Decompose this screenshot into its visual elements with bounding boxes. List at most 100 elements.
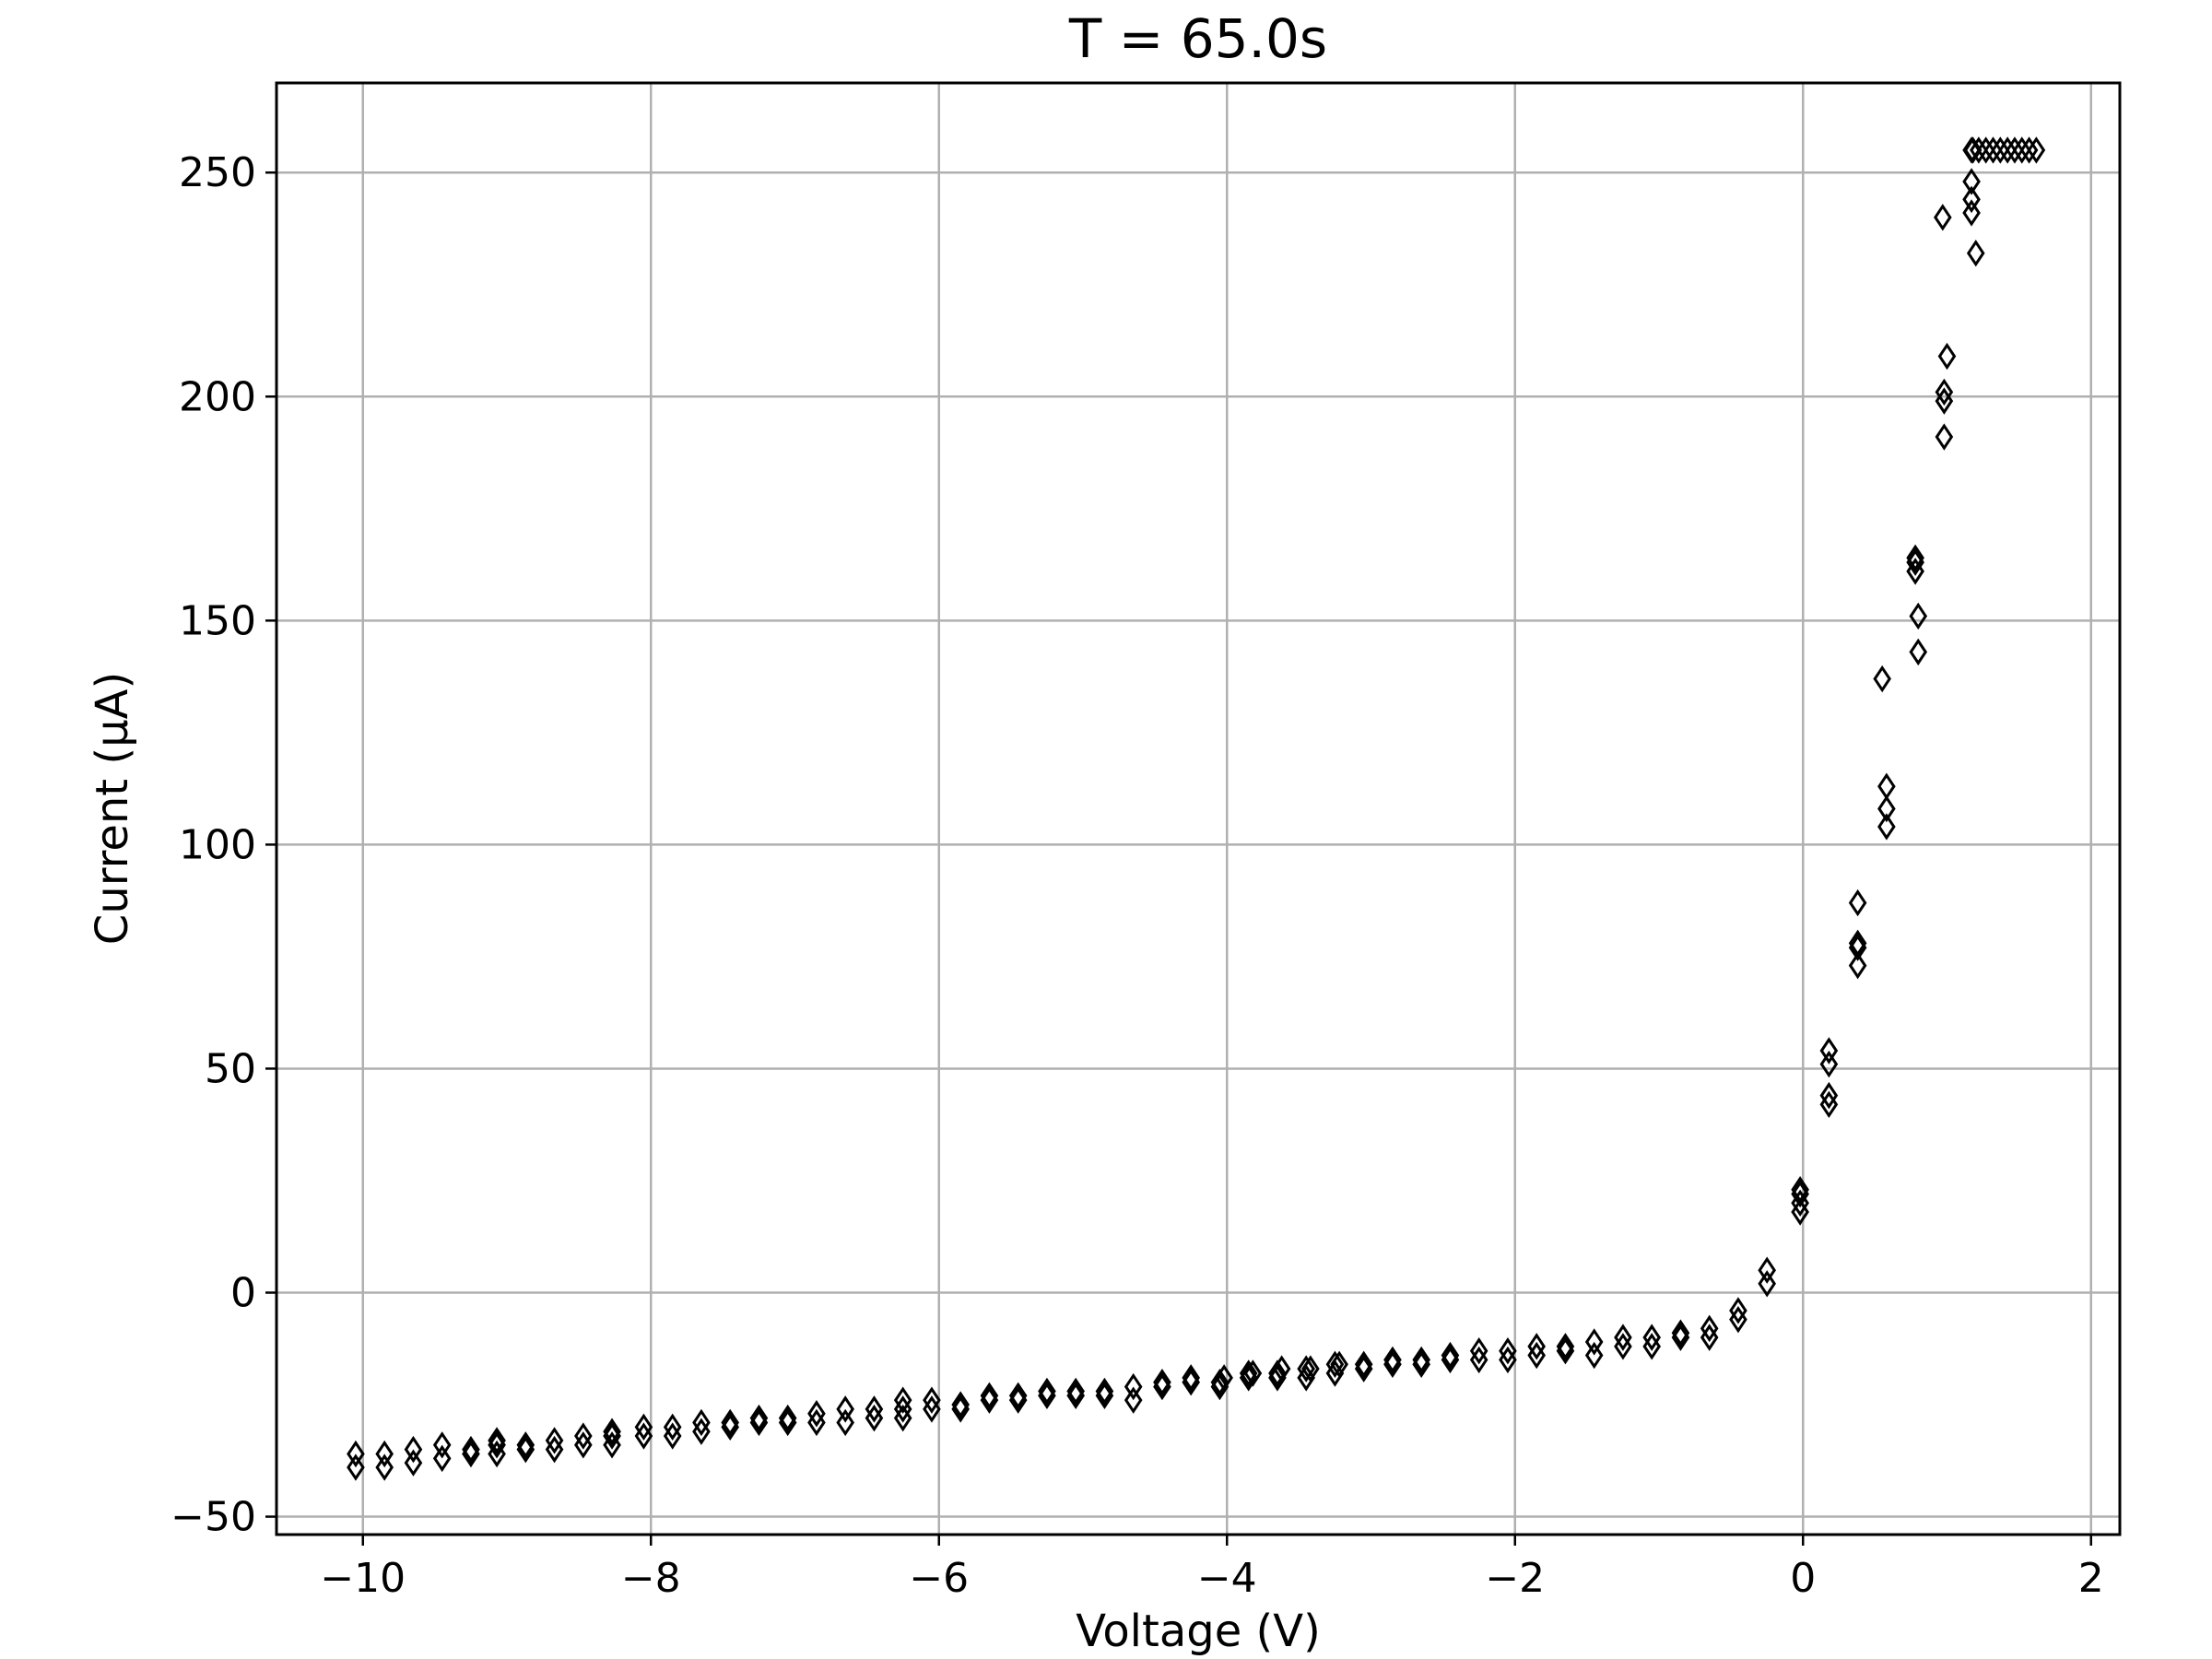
x-axis-label: Voltage (V) [1076,1606,1321,1657]
data-point [1877,772,1896,800]
y-gridlines [276,171,2120,1518]
data-point [1383,1346,1402,1374]
data-point [1584,1328,1604,1356]
data-point [2006,136,2024,164]
data-point [1983,136,2003,164]
data-point [865,1395,884,1423]
data-point [721,1413,739,1441]
x-tick-label: −2 [1485,1555,1545,1602]
data-point [951,1391,970,1418]
data-point [1909,638,1928,666]
data-point [1383,1350,1402,1378]
x-tick-label: −4 [1197,1555,1257,1602]
data-point [1848,951,1867,980]
data-point [1354,1350,1373,1378]
x-axis-ticks: −10 −8 −6 −4 −2 0 2 [320,1535,2104,1602]
x-tick-label: 0 [1790,1555,1816,1602]
data-point [951,1395,970,1423]
data-point [1877,813,1896,841]
data-point [1848,934,1867,961]
y-tick-label: 100 [179,821,256,868]
y-tick-label: −50 [171,1494,256,1541]
data-point [462,1440,480,1468]
data-point [663,1413,682,1441]
data-point [1819,1081,1839,1110]
data-point [1215,1364,1233,1392]
data-point [1671,1319,1690,1347]
data-point [1153,1369,1171,1396]
data-point [1791,1180,1809,1208]
data-point [545,1427,564,1454]
data-point [1469,1336,1488,1365]
data-point [516,1431,535,1459]
data-point [1906,544,1924,571]
data-point [1325,1350,1345,1378]
data-point [2019,136,2039,164]
data-point [1962,199,1981,227]
data-point [1877,794,1896,823]
data-point [432,1431,452,1459]
data-point [1066,1377,1085,1406]
data-point [1210,1372,1230,1401]
data-point [1330,1350,1348,1378]
data-point [2027,136,2046,164]
data-point [1038,1382,1056,1410]
y-tick-label: 200 [179,373,256,420]
data-point [375,1440,394,1468]
data-point [893,1386,912,1414]
data-point [1700,1314,1719,1343]
data-point [1441,1346,1460,1374]
data-point [923,1386,941,1414]
data-point [1966,240,1985,267]
x-tick-label: −8 [621,1555,681,1602]
data-point [1906,548,1924,576]
data-point [1937,342,1957,371]
plot-area-frame [275,81,2122,1536]
data-point [1268,1364,1287,1392]
data-point [516,1435,535,1464]
x-tick-label: 2 [2078,1555,2104,1602]
data-point [1642,1324,1661,1351]
data-point [2012,136,2031,164]
data-point [1412,1346,1430,1374]
x-tick-label: −6 [909,1555,969,1602]
y-tick-label: 50 [205,1045,256,1092]
data-point [980,1382,999,1410]
data-point [1556,1333,1575,1360]
data-point [347,1453,365,1481]
data-point [1963,136,1983,164]
chart-title: T = 65.0s [1068,7,1327,70]
data-point [1962,185,1981,214]
data-point [1556,1336,1575,1365]
y-tick-label: 0 [230,1270,256,1317]
data-point [1962,168,1981,195]
data-point [574,1422,593,1450]
data-point [347,1440,365,1468]
data-point [1998,136,2017,164]
data-point [1527,1333,1546,1360]
data-point [1268,1359,1287,1387]
data-point [1095,1377,1114,1406]
data-point [1354,1355,1373,1382]
data-point [404,1435,423,1464]
y-axis-ticks: −50 0 50 100 150 200 250 [171,149,276,1541]
data-point [692,1408,711,1437]
data-point [1153,1372,1171,1401]
data-points [347,136,2046,1481]
data-point [603,1422,621,1450]
data-point [1934,204,1952,231]
data-point [1095,1382,1114,1410]
data-point [1441,1341,1460,1370]
data-point [432,1444,452,1473]
data-point [980,1386,999,1414]
data-point [1066,1382,1085,1410]
data-point [836,1395,854,1423]
data-point [488,1431,506,1459]
data-point [1935,423,1954,451]
data-point [1873,665,1891,693]
data-point [1819,1037,1839,1065]
data-point [1038,1377,1056,1406]
data-point [488,1427,506,1454]
data-point [807,1400,826,1428]
